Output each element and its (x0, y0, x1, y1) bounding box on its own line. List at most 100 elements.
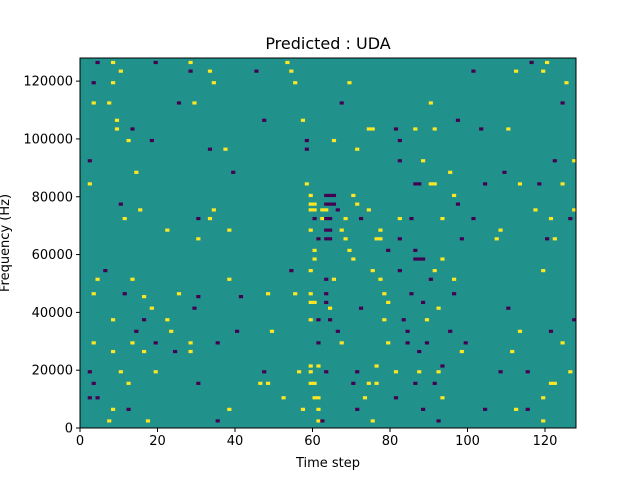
plot-frame (79, 57, 577, 429)
heatmap-cell (432, 182, 437, 186)
x-tick-label: 80 (382, 434, 399, 449)
heatmap-cell (134, 170, 139, 174)
heatmap-cell (95, 277, 100, 281)
heatmap-cell (320, 419, 325, 423)
heatmap-cell (397, 269, 402, 273)
x-tick-label: 60 (304, 434, 321, 449)
heatmap-cell (118, 370, 123, 374)
heatmap-cell (498, 228, 503, 232)
heatmap-cell (440, 257, 445, 261)
heatmap-cell (312, 381, 317, 385)
heatmap-cell (316, 396, 321, 400)
heatmap-cell (343, 216, 348, 221)
heatmap-cell (95, 60, 100, 65)
heatmap-cell (316, 364, 321, 368)
heatmap-cell (397, 138, 402, 143)
heatmap-cell (281, 396, 286, 400)
heatmap-cell (448, 170, 453, 174)
heatmap-cell (324, 193, 329, 198)
heatmap-cell (153, 60, 158, 65)
heatmap-cell (339, 228, 344, 232)
heatmap-cell (568, 370, 573, 374)
heatmap-cell (312, 300, 317, 304)
heatmap-cell (386, 248, 391, 252)
heatmap-cell (153, 370, 158, 374)
heatmap-cell (548, 216, 554, 221)
heatmap-cell (378, 277, 383, 281)
heatmap-cell (370, 127, 375, 131)
heatmap-cell (541, 396, 546, 400)
y-axis-ticks: 0 20000 40000 60000 80000 100000 120000 (23, 75, 80, 437)
x-tick-label: 40 (227, 434, 244, 449)
x-tick-label: 20 (149, 434, 166, 449)
heatmap-cell (347, 248, 352, 252)
heatmap-cell (452, 193, 457, 198)
heatmap-cell (541, 269, 546, 273)
heatmap-cell (572, 159, 577, 163)
heatmap-cell (366, 127, 371, 131)
heatmap-cell (514, 407, 519, 411)
heatmap-cell (107, 101, 112, 105)
heatmap-cell (316, 341, 321, 345)
heatmap-cell (393, 396, 399, 400)
heatmap-cell (413, 381, 418, 385)
heatmap-cell (514, 69, 519, 73)
heatmap-cell (417, 370, 422, 374)
heatmap-cell (328, 202, 333, 206)
heatmap-cell (91, 292, 96, 296)
heatmap-cell (262, 118, 267, 122)
heatmap-cell (118, 202, 123, 206)
heatmap-cell (149, 138, 154, 143)
heatmap-cell (440, 216, 445, 221)
y-tick-label: 120000 (23, 75, 73, 90)
heatmap-cell (192, 101, 197, 105)
heatmap-cell (324, 300, 329, 304)
heatmap-cell (452, 277, 457, 281)
heatmap-cell (421, 159, 426, 163)
heatmap-cell (455, 118, 461, 122)
heatmap-cell (324, 292, 329, 296)
heatmap-cell (483, 407, 488, 411)
heatmap-cell (87, 159, 92, 163)
heatmap-cell (355, 370, 360, 374)
heatmap-cell (87, 370, 92, 374)
heatmap-cell (308, 292, 313, 296)
heatmap-cell (339, 101, 344, 105)
heatmap-cell (266, 381, 271, 385)
heatmap-cell (196, 216, 201, 221)
heatmap-cell (366, 381, 371, 385)
heatmap-cell (409, 216, 414, 221)
heatmap-cell (324, 228, 329, 232)
heatmap-cell (328, 306, 333, 310)
heatmap-cell (533, 208, 538, 212)
heatmap-cell (359, 306, 364, 310)
heatmap-cell (529, 60, 534, 65)
heatmap-cell (114, 127, 120, 131)
y-tick-label: 0 (65, 422, 73, 437)
heatmap-cell (111, 318, 116, 322)
heatmap-cell (126, 381, 131, 385)
heatmap-cell (370, 419, 375, 423)
heatmap-cell (312, 216, 317, 221)
x-axis-title: Time step (295, 456, 360, 471)
heatmap-cell (351, 193, 356, 198)
x-axis-ticks: 0 20 40 60 80 100 120 (76, 428, 557, 449)
heatmap-cell (347, 81, 352, 85)
heatmap-cell (351, 381, 356, 385)
heatmap-cell (297, 370, 302, 374)
heatmap-cell (506, 127, 511, 131)
heatmap-cell (440, 396, 445, 400)
heatmap-cell (126, 138, 131, 143)
heatmap-cell (541, 69, 546, 73)
heatmap-cell (254, 69, 259, 73)
heatmap-cell (103, 269, 108, 273)
heatmap-cell (308, 202, 313, 206)
heatmap-cell (111, 60, 116, 65)
heatmap-cell (196, 295, 201, 299)
heatmap-cell (386, 341, 391, 345)
heatmap-cell (95, 396, 100, 400)
heatmap-cell (355, 147, 360, 151)
heatmap-cell (421, 407, 426, 411)
heatmap-cell (211, 81, 216, 85)
heatmap-cell (196, 237, 201, 241)
